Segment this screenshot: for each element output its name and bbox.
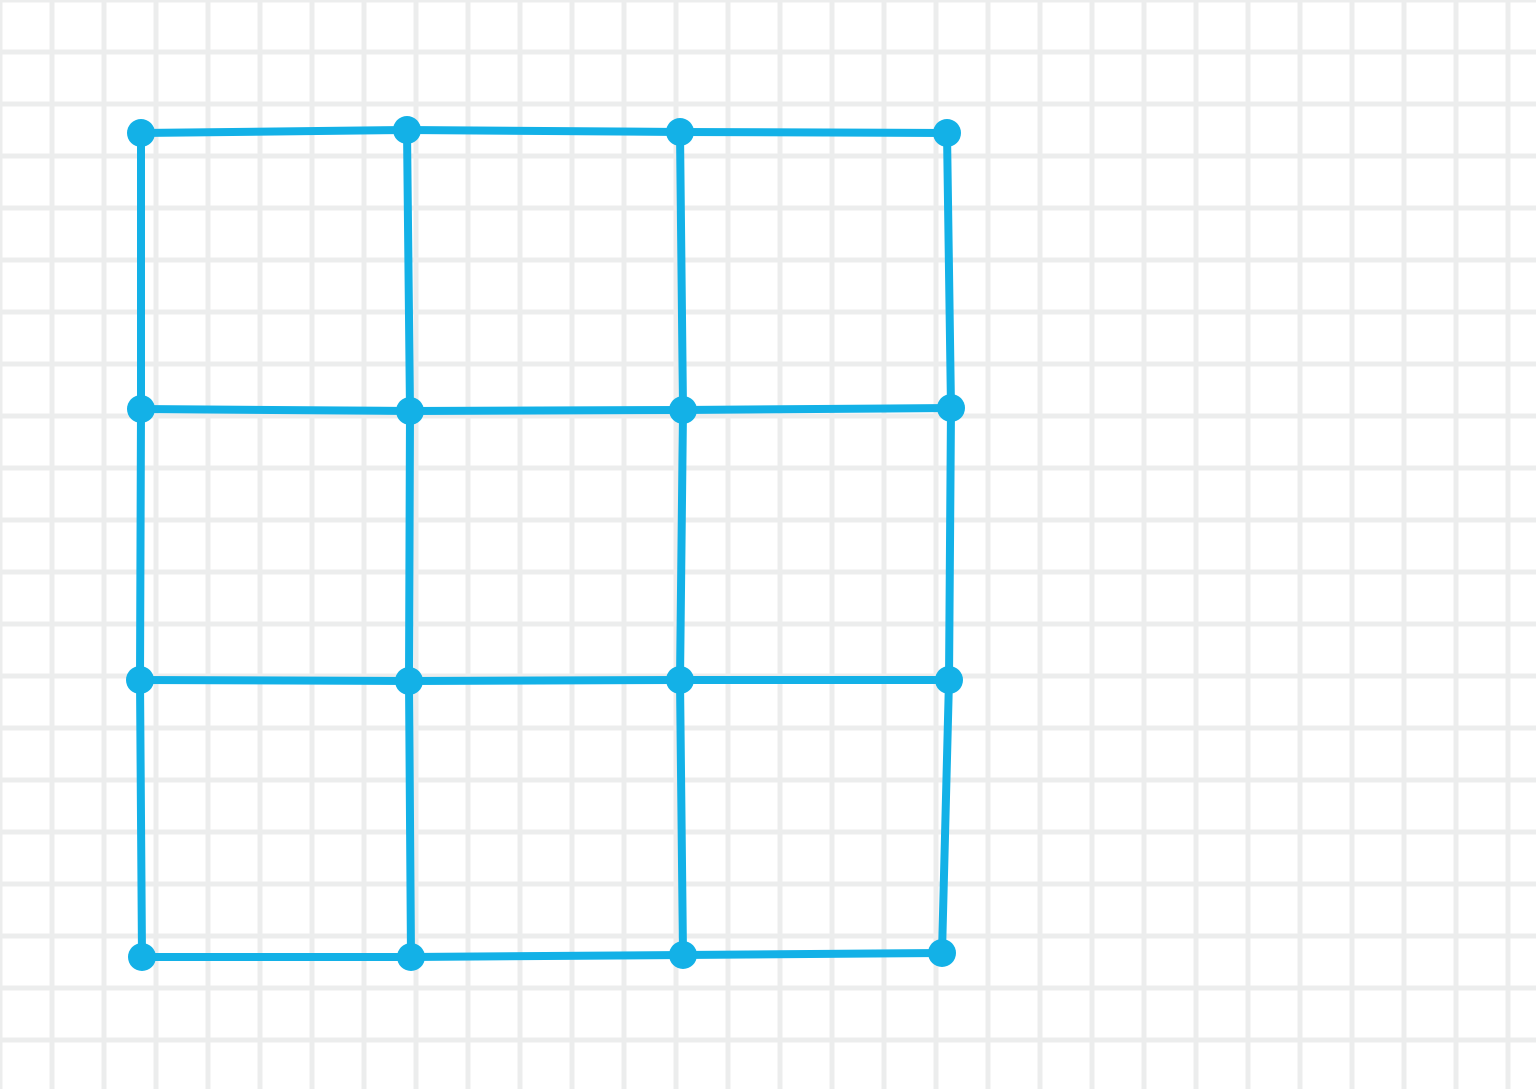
edge (680, 132, 683, 410)
node (666, 118, 694, 146)
node (126, 666, 154, 694)
node (393, 116, 421, 144)
node (933, 119, 961, 147)
grid-network-svg (0, 0, 1536, 1089)
edge (140, 409, 141, 680)
node (397, 943, 425, 971)
edge (141, 130, 407, 133)
edge (411, 955, 683, 957)
edge (949, 408, 951, 680)
node (669, 396, 697, 424)
node (937, 394, 965, 422)
node (396, 397, 424, 425)
edge (409, 411, 410, 681)
background (0, 0, 1536, 1089)
edge (683, 408, 951, 410)
edge (409, 680, 680, 681)
node (395, 667, 423, 695)
node (666, 666, 694, 694)
edge (140, 680, 142, 957)
edge (680, 410, 683, 680)
edge (409, 681, 411, 957)
edge (410, 410, 683, 411)
edge (141, 409, 410, 411)
node (127, 395, 155, 423)
node (669, 941, 697, 969)
edge (407, 130, 680, 132)
diagram-canvas (0, 0, 1536, 1089)
node (128, 943, 156, 971)
node (928, 939, 956, 967)
node (127, 119, 155, 147)
node (935, 666, 963, 694)
edge (407, 130, 410, 411)
edge (680, 680, 683, 955)
edge (947, 133, 951, 408)
edge (683, 953, 942, 955)
edge (680, 132, 947, 133)
edge (140, 680, 409, 681)
